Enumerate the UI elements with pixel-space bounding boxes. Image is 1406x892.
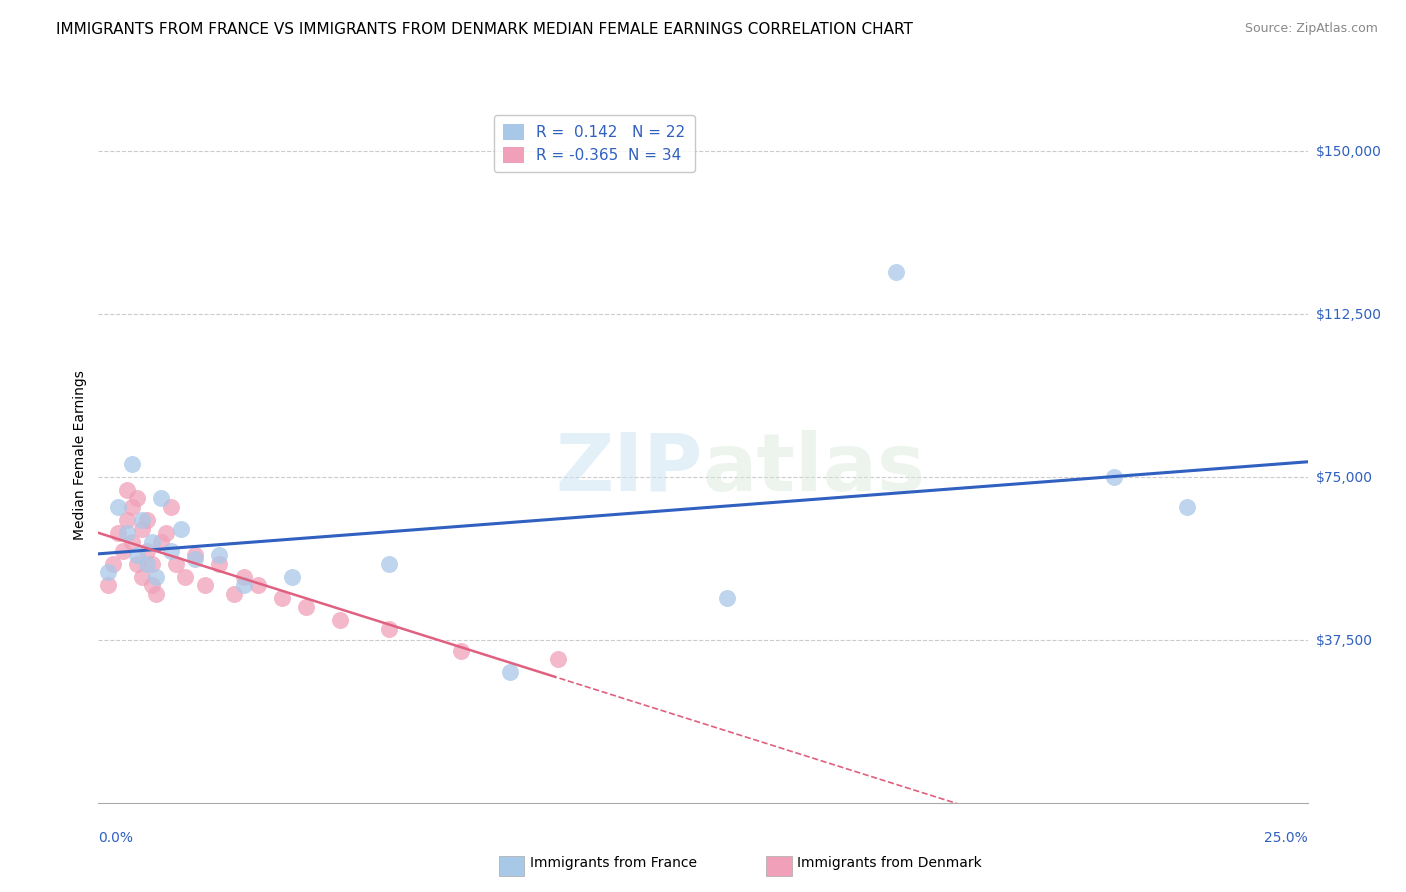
Point — [1175, 500, 1198, 514]
Point — [169, 522, 191, 536]
Point — [145, 570, 167, 584]
Point — [121, 500, 143, 514]
Point — [194, 578, 217, 592]
Point — [281, 570, 304, 584]
Point — [150, 535, 173, 549]
Point — [329, 613, 352, 627]
Point — [117, 526, 139, 541]
Point — [886, 265, 908, 279]
Point — [107, 500, 129, 514]
Text: 0.0%: 0.0% — [98, 830, 134, 845]
Point — [165, 557, 187, 571]
Point — [377, 622, 399, 636]
Point — [101, 557, 124, 571]
Point — [247, 578, 270, 592]
Text: 25.0%: 25.0% — [1264, 830, 1308, 845]
Point — [121, 457, 143, 471]
Point — [97, 566, 120, 580]
Point — [232, 578, 254, 592]
Point — [222, 587, 245, 601]
Text: Immigrants from France: Immigrants from France — [530, 856, 697, 871]
Text: Immigrants from Denmark: Immigrants from Denmark — [797, 856, 981, 871]
Point — [131, 522, 153, 536]
Point — [160, 500, 183, 514]
Point — [498, 665, 520, 680]
Point — [547, 652, 569, 666]
Point — [155, 526, 177, 541]
Point — [174, 570, 197, 584]
Point — [377, 557, 399, 571]
Point — [141, 557, 163, 571]
Point — [127, 557, 149, 571]
Point — [208, 548, 231, 562]
Text: ZIP: ZIP — [555, 430, 703, 508]
Point — [135, 543, 157, 558]
Point — [145, 587, 167, 601]
Point — [131, 570, 153, 584]
Legend: R =  0.142   N = 22, R = -0.365  N = 34: R = 0.142 N = 22, R = -0.365 N = 34 — [494, 115, 695, 172]
Point — [111, 543, 134, 558]
Point — [232, 570, 254, 584]
Point — [117, 513, 139, 527]
Point — [107, 526, 129, 541]
Point — [131, 513, 153, 527]
Text: IMMIGRANTS FROM FRANCE VS IMMIGRANTS FROM DENMARK MEDIAN FEMALE EARNINGS CORRELA: IMMIGRANTS FROM FRANCE VS IMMIGRANTS FRO… — [56, 22, 912, 37]
Point — [716, 591, 738, 606]
Point — [450, 643, 472, 657]
Text: atlas: atlas — [703, 430, 927, 508]
Point — [184, 548, 207, 562]
Point — [127, 491, 149, 506]
Point — [141, 578, 163, 592]
Point — [1102, 469, 1125, 483]
Point — [97, 578, 120, 592]
Point — [295, 600, 318, 615]
Point — [184, 552, 207, 566]
Point — [135, 557, 157, 571]
Point — [127, 548, 149, 562]
Point — [208, 557, 231, 571]
Point — [141, 535, 163, 549]
Y-axis label: Median Female Earnings: Median Female Earnings — [73, 370, 87, 540]
Text: Source: ZipAtlas.com: Source: ZipAtlas.com — [1244, 22, 1378, 36]
Point — [121, 535, 143, 549]
Point — [135, 513, 157, 527]
Point — [117, 483, 139, 497]
Point — [160, 543, 183, 558]
Point — [271, 591, 294, 606]
Point — [150, 491, 173, 506]
